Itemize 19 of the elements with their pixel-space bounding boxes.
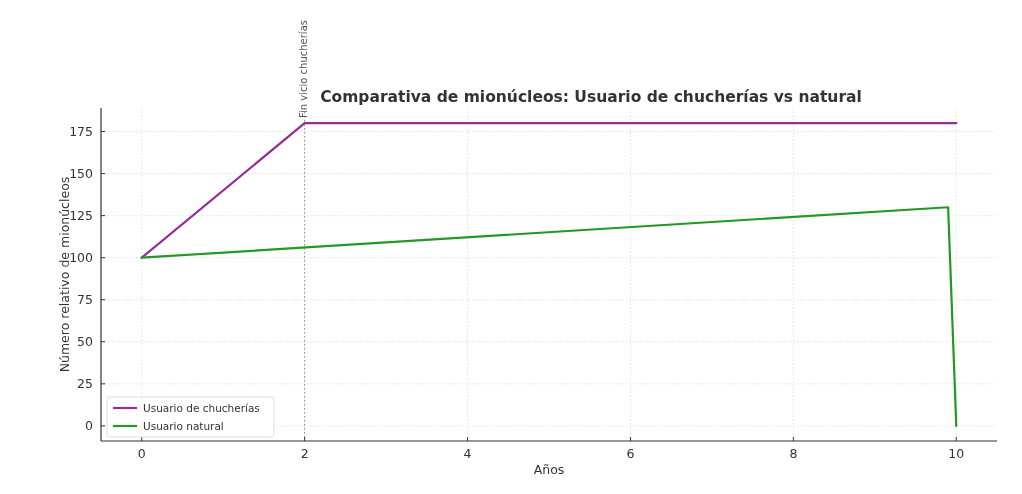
ref-line-label: Fin vicio chucherías: [298, 20, 310, 118]
legend-label: Usuario natural: [143, 420, 224, 432]
y-tick-label: 175: [69, 124, 93, 140]
x-tick-label: 6: [626, 446, 635, 461]
x-tick-label: 0: [137, 446, 146, 461]
y-tick-label: 25: [77, 376, 93, 392]
y-tick-label: 50: [77, 334, 94, 350]
x-tick-label: 4: [463, 446, 472, 461]
legend-label: Usuario de chucherías: [143, 402, 260, 414]
chart-title: Comparativa de mionúcleos: Usuario de chucherías vs natural: [320, 88, 862, 106]
y-tick-label: 125: [69, 208, 93, 224]
y-tick-label: 0: [85, 418, 94, 434]
x-axis-title: Años: [533, 462, 565, 477]
x-tick-label: 10: [948, 446, 965, 461]
y-tick-label: 100: [69, 250, 94, 266]
y-tick-label: 75: [77, 292, 93, 308]
x-tick-label: 2: [300, 446, 309, 461]
x-tick-label: 8: [789, 446, 798, 461]
y-tick-label: 150: [69, 166, 94, 182]
